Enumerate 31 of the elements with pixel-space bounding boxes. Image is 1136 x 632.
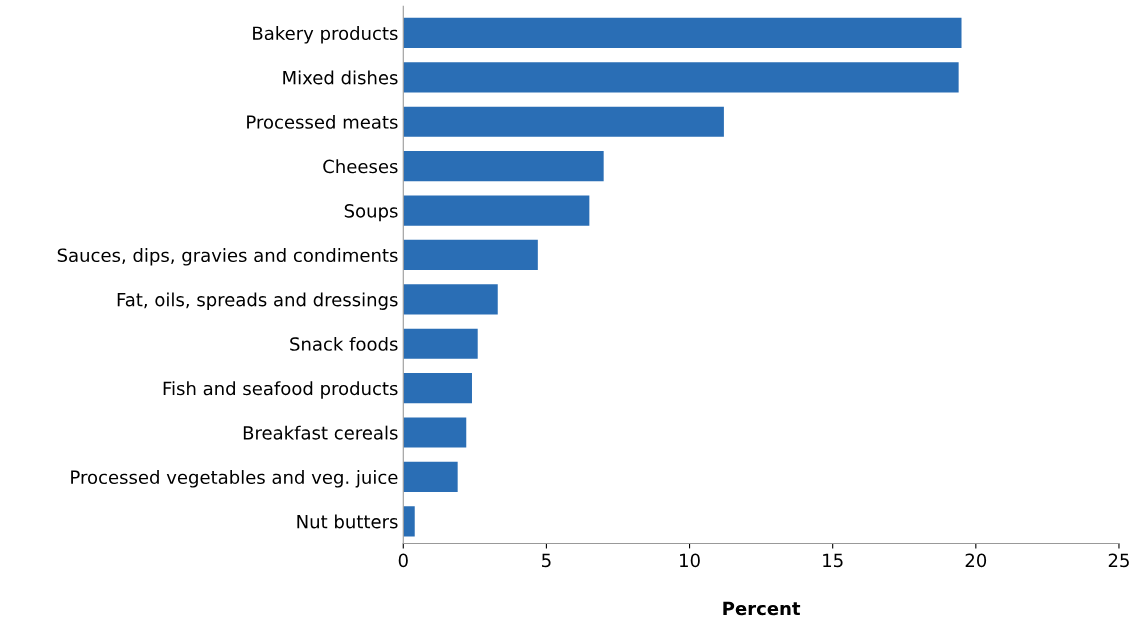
x-axis-title: Percent (723, 601, 801, 616)
y-tick-label: Mixed dishes (283, 70, 398, 85)
bar (403, 62, 959, 93)
y-tick-label: Breakfast cereals (243, 425, 398, 440)
bar (403, 239, 538, 271)
x-tick-label: 10 (680, 553, 700, 568)
y-tick-label: Cheeses (323, 159, 398, 174)
bar (403, 328, 478, 359)
x-tick-label: 5 (542, 553, 551, 568)
y-tick-label: Processed meats (247, 114, 398, 129)
x-tick-label: 20 (965, 553, 987, 568)
bar (403, 373, 472, 404)
bar (403, 506, 415, 537)
y-tick-label: Processed vegetables and veg. juice (71, 470, 398, 488)
y-tick-label: Bakery products (253, 26, 398, 44)
bar (403, 284, 498, 315)
bar (403, 151, 604, 182)
y-tick-label: Sauces, dips, gravies and condiments (57, 248, 398, 266)
y-tick-label: Soups (344, 204, 398, 222)
bar (403, 106, 724, 137)
x-tick-label: 0 (398, 553, 408, 568)
x-tick-label: 25 (1108, 553, 1129, 568)
y-tick-label: Nut butters (297, 514, 398, 529)
y-tick-label: Fat, oils, spreads and dressings (117, 292, 398, 310)
bar (403, 417, 467, 448)
y-tick-label: Snack foods (290, 336, 398, 351)
bar (403, 17, 962, 49)
y-tick-label: Fish and seafood products (163, 381, 398, 399)
bar (403, 195, 590, 226)
bar (403, 461, 458, 493)
x-tick-label: 15 (823, 553, 843, 568)
